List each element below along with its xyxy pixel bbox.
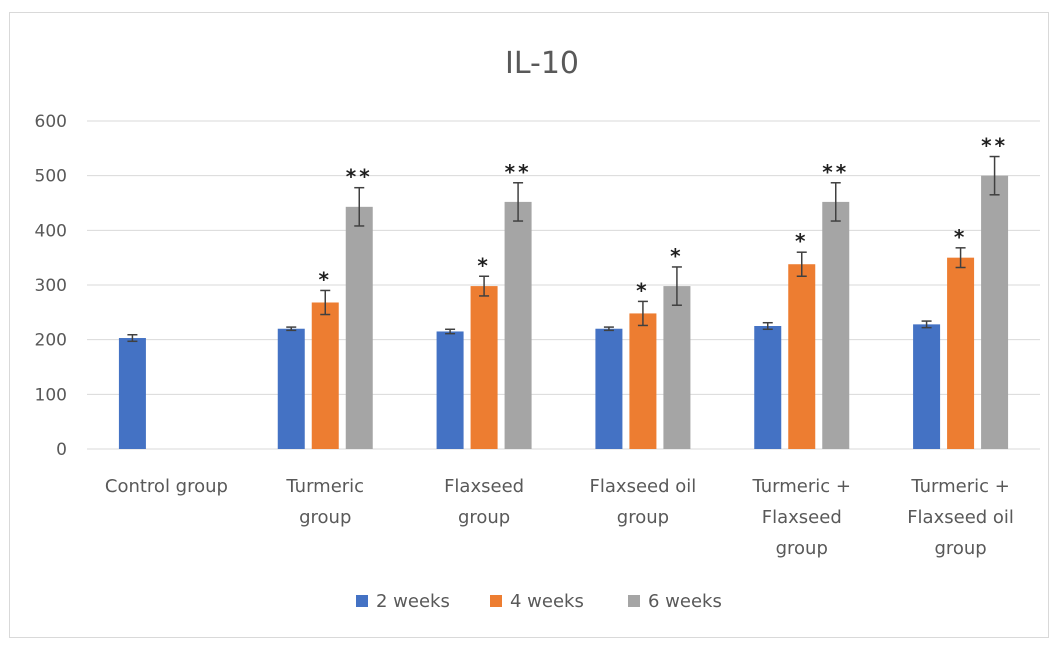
bars bbox=[118, 175, 1009, 449]
bar bbox=[470, 286, 498, 449]
category-label: group bbox=[299, 507, 351, 528]
category-label: Flaxseed oil bbox=[907, 507, 1014, 528]
y-tick-label: 0 bbox=[56, 440, 67, 460]
legend-label: 4 weeks bbox=[510, 591, 584, 612]
category-label: group bbox=[458, 507, 510, 528]
bar bbox=[822, 201, 850, 449]
gridlines bbox=[87, 120, 1040, 450]
category-label: Turmeric + bbox=[752, 476, 851, 497]
bar bbox=[436, 331, 464, 449]
category-label: Flaxseed oil bbox=[590, 476, 697, 497]
chart-title: IL-10 bbox=[505, 46, 579, 81]
bar bbox=[277, 328, 305, 449]
category-label: Control group bbox=[105, 476, 228, 497]
bar bbox=[981, 175, 1009, 449]
bar bbox=[788, 264, 816, 449]
significance-marker: ** bbox=[981, 134, 1008, 158]
y-tick-label: 100 bbox=[35, 385, 67, 405]
legend: 2 weeks 4 weeks 6 weeks bbox=[356, 591, 722, 612]
category-label: group bbox=[934, 538, 986, 559]
legend-swatch bbox=[356, 595, 368, 607]
y-tick-label: 500 bbox=[35, 167, 67, 187]
y-tick-label: 400 bbox=[35, 221, 67, 241]
legend-swatch bbox=[628, 595, 640, 607]
y-axis-ticks: 0 100 200 300 400 500 600 bbox=[35, 112, 67, 460]
category-label: Flaxseed bbox=[444, 476, 524, 497]
significance-marker: * bbox=[670, 244, 683, 268]
bar bbox=[118, 338, 146, 449]
category-label: group bbox=[776, 538, 828, 559]
y-tick-label: 200 bbox=[35, 331, 67, 351]
y-tick-label: 300 bbox=[35, 276, 67, 296]
significance-marker: ** bbox=[505, 160, 532, 184]
significance-marker: * bbox=[319, 267, 332, 291]
bar bbox=[595, 328, 623, 449]
bar bbox=[311, 302, 339, 449]
category-label: group bbox=[617, 507, 669, 528]
bar bbox=[913, 324, 941, 449]
bar bbox=[947, 257, 975, 449]
significance-marker: ** bbox=[346, 165, 373, 189]
significance-marker: * bbox=[954, 225, 967, 249]
significance-markers: ************** bbox=[319, 134, 1008, 303]
category-label: Turmeric + bbox=[910, 476, 1009, 497]
bar bbox=[754, 326, 782, 449]
x-axis-categories: Control group Turmeric group Flaxseed group F… bbox=[105, 476, 1014, 559]
significance-marker: ** bbox=[822, 160, 849, 184]
legend-label: 2 weeks bbox=[376, 591, 450, 612]
significance-marker: * bbox=[795, 229, 808, 253]
category-label: Turmeric bbox=[285, 476, 364, 497]
error-bars bbox=[127, 155, 1000, 343]
category-label: Flaxseed bbox=[762, 507, 842, 528]
bar bbox=[663, 286, 691, 449]
significance-marker: * bbox=[477, 253, 490, 277]
legend-label: 6 weeks bbox=[648, 591, 722, 612]
bar bbox=[629, 313, 657, 449]
y-tick-label: 600 bbox=[35, 112, 67, 132]
legend-swatch bbox=[490, 595, 502, 607]
bar bbox=[504, 201, 532, 449]
bar bbox=[345, 206, 373, 449]
significance-marker: * bbox=[636, 278, 649, 302]
